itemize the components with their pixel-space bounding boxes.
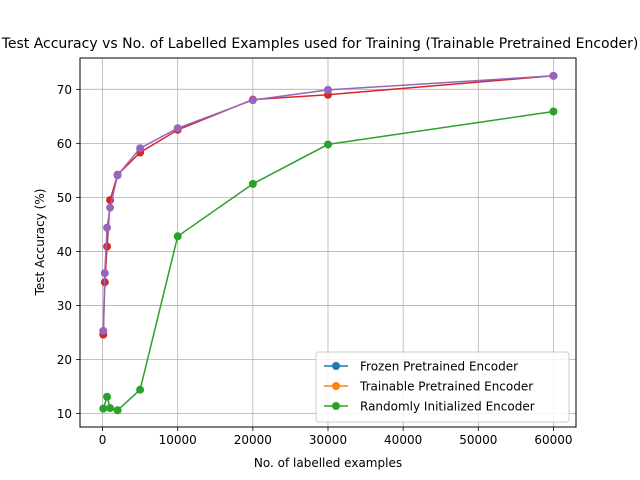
y-axis-label: Test Accuracy (%) (33, 189, 47, 297)
x-tick-label: 20000 (234, 433, 272, 447)
data-point (99, 326, 108, 335)
data-point (173, 124, 182, 133)
legend-entry: Randomly Initialized Encoder (324, 400, 535, 414)
y-tick-label: 10 (57, 407, 72, 421)
x-tick-label: 30000 (309, 433, 347, 447)
legend-swatch-marker (332, 382, 340, 390)
data-point (549, 71, 558, 80)
x-tick-label: 60000 (534, 433, 572, 447)
series-layer (99, 71, 558, 415)
chart-title: Test Accuracy vs No. of Labelled Example… (1, 36, 639, 52)
series-line (102, 75, 554, 331)
data-point (113, 171, 122, 180)
x-tick-label: 10000 (159, 433, 197, 447)
legend-entry: Frozen Pretrained Encoder (324, 360, 518, 374)
data-point (103, 242, 112, 251)
legend-label: Frozen Pretrained Encoder (360, 360, 518, 374)
legend-entry: Trainable Pretrained Encoder (324, 380, 533, 394)
data-point (100, 269, 109, 278)
data-point (549, 107, 558, 116)
data-point (106, 404, 115, 413)
y-tick-label: 30 (57, 299, 72, 313)
series-3 (99, 107, 558, 415)
data-point (248, 96, 257, 105)
x-tick-label: 40000 (384, 433, 422, 447)
legend-box (315, 351, 570, 423)
data-point (113, 406, 122, 415)
x-tick-label: 0 (99, 433, 107, 447)
legend-swatch-marker (332, 362, 340, 370)
legend-swatch-marker (332, 402, 340, 410)
data-point (136, 385, 145, 394)
data-point (136, 144, 145, 153)
legend-label: Randomly Initialized Encoder (360, 400, 535, 414)
data-point (324, 85, 332, 94)
data-point (99, 404, 108, 413)
data-point (103, 223, 112, 232)
x-axis-label: No. of labelled examples (254, 456, 402, 470)
x-tick-label: 50000 (459, 433, 497, 447)
legend: Frozen Pretrained Encoder Trainable Pretr… (315, 351, 570, 423)
y-tick-label: 50 (57, 191, 72, 205)
data-point (106, 203, 115, 212)
data-point (324, 140, 332, 149)
y-tick-label: 60 (57, 137, 72, 151)
y-tick-label: 20 (57, 353, 72, 367)
series-4 (99, 71, 558, 335)
data-point (173, 232, 182, 241)
legend-label: Trainable Pretrained Encoder (359, 380, 533, 394)
y-tick-label: 70 (57, 83, 72, 97)
data-point (248, 179, 257, 188)
y-tick-label: 40 (57, 245, 72, 259)
axis-ticks: 0 10000 20000 30000 40000 50000 60000 10 20 30 40 5… (57, 83, 573, 447)
data-point (103, 392, 112, 401)
